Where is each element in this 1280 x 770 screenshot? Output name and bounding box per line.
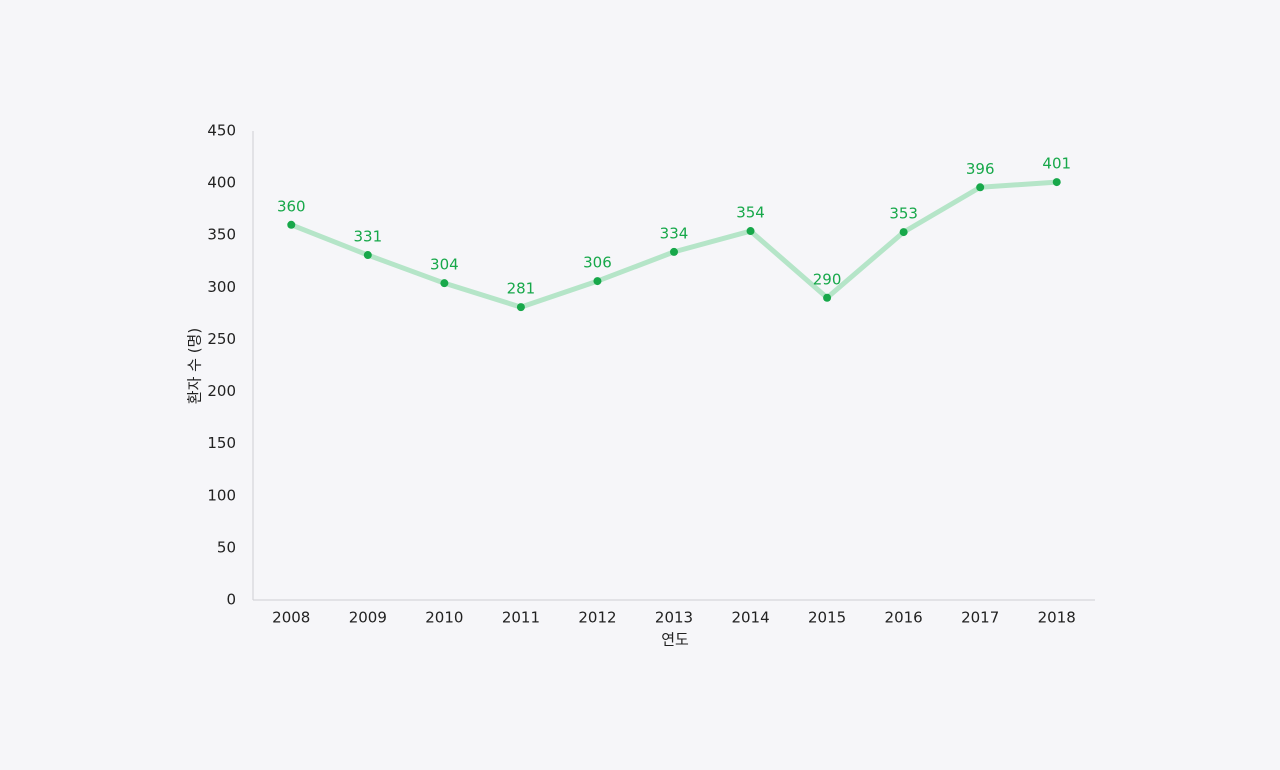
point — [363, 251, 372, 260]
data-label: 304 — [430, 256, 459, 274]
data-label: 331 — [353, 228, 382, 246]
data-label: 353 — [889, 205, 918, 223]
y-tick-label: 250 — [207, 330, 236, 348]
point — [440, 279, 449, 288]
x-tick-label: 2015 — [808, 609, 846, 627]
y-tick-label: 0 — [226, 591, 236, 609]
data-label: 290 — [813, 270, 842, 288]
x-axis-label: 연도 — [661, 631, 689, 649]
point — [899, 228, 908, 237]
x-tick-label: 2008 — [272, 609, 310, 627]
point — [516, 303, 525, 312]
data-label: 306 — [583, 254, 612, 272]
y-tick-label: 150 — [207, 434, 236, 452]
y-tick-label: 350 — [207, 226, 236, 244]
x-tick-label: 2017 — [961, 609, 999, 627]
y-tick-label: 400 — [207, 174, 236, 192]
y-axis-label: 환자 수 (명) — [186, 328, 204, 404]
x-tick-label: 2009 — [349, 609, 387, 627]
data-label: 354 — [736, 204, 765, 222]
y-tick-label: 50 — [217, 538, 236, 556]
y-tick-label: 300 — [207, 278, 236, 296]
point — [287, 220, 296, 229]
point — [976, 183, 985, 192]
y-tick-label: 100 — [207, 486, 236, 504]
y-tick-label: 200 — [207, 382, 236, 400]
x-tick-label: 2011 — [502, 609, 540, 627]
data-label: 281 — [507, 280, 536, 298]
point — [823, 293, 832, 302]
x-tick-label: 2012 — [578, 609, 616, 627]
x-tick-label: 2018 — [1038, 609, 1076, 627]
x-tick-label: 2013 — [655, 609, 693, 627]
point — [593, 277, 602, 286]
data-label: 401 — [1042, 155, 1071, 173]
point — [670, 247, 678, 256]
data-label: 396 — [966, 160, 995, 178]
x-tick-label: 2010 — [425, 609, 463, 627]
data-label: 334 — [660, 224, 689, 242]
x-tick-label: 2016 — [885, 609, 923, 627]
point — [1052, 178, 1061, 187]
x-tick-label: 2014 — [731, 609, 769, 627]
y-tick-label: 450 — [207, 122, 236, 140]
data-label: 360 — [277, 197, 306, 215]
point — [746, 227, 755, 236]
